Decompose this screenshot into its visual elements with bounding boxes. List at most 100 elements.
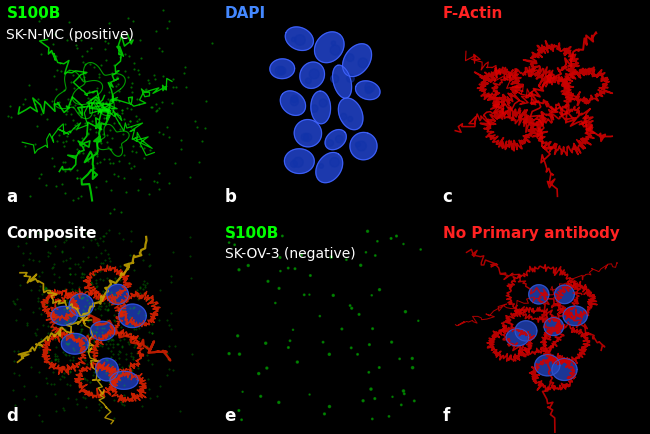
Point bbox=[79, 143, 89, 150]
Point bbox=[70, 261, 80, 268]
Point bbox=[45, 310, 55, 317]
Point bbox=[73, 108, 83, 115]
Point bbox=[391, 233, 402, 240]
Point bbox=[68, 104, 78, 111]
Point bbox=[31, 122, 42, 129]
Point bbox=[48, 319, 58, 326]
Point bbox=[147, 321, 157, 328]
Point bbox=[315, 312, 325, 319]
Point bbox=[102, 317, 112, 324]
Point bbox=[120, 401, 130, 408]
Polygon shape bbox=[316, 152, 343, 183]
Point bbox=[77, 76, 87, 83]
Point bbox=[101, 340, 111, 347]
Point bbox=[171, 84, 181, 91]
Point bbox=[318, 339, 328, 345]
Polygon shape bbox=[61, 333, 88, 354]
Point bbox=[139, 289, 150, 296]
Point bbox=[42, 290, 53, 297]
Point bbox=[408, 364, 418, 371]
Point bbox=[88, 228, 99, 235]
Point bbox=[103, 345, 113, 352]
Point bbox=[93, 304, 103, 311]
Point bbox=[34, 174, 44, 181]
Point bbox=[50, 352, 60, 359]
Point bbox=[77, 271, 88, 278]
Point bbox=[374, 364, 384, 371]
Point bbox=[78, 243, 88, 250]
Point bbox=[283, 265, 293, 272]
Point bbox=[96, 250, 107, 256]
Point bbox=[8, 297, 19, 304]
Point bbox=[118, 335, 129, 342]
Point bbox=[387, 393, 398, 400]
Point bbox=[45, 250, 55, 256]
Point bbox=[112, 81, 123, 88]
Point bbox=[142, 296, 153, 302]
Point bbox=[143, 357, 153, 364]
Point bbox=[151, 108, 162, 115]
Point bbox=[117, 287, 127, 294]
Point bbox=[8, 387, 19, 394]
Point bbox=[86, 357, 96, 364]
Point bbox=[106, 280, 116, 287]
Point bbox=[62, 36, 72, 43]
Point bbox=[36, 51, 47, 58]
Point bbox=[94, 406, 104, 413]
Point bbox=[82, 376, 92, 383]
Point bbox=[104, 374, 114, 381]
Point bbox=[58, 258, 68, 265]
Point bbox=[85, 125, 96, 132]
Point bbox=[75, 37, 86, 44]
Point bbox=[138, 281, 148, 288]
Point bbox=[94, 235, 105, 242]
Point bbox=[328, 292, 339, 299]
Point bbox=[94, 74, 105, 81]
Point bbox=[75, 329, 86, 336]
Point bbox=[43, 297, 53, 304]
Point bbox=[233, 332, 243, 339]
Point bbox=[33, 298, 44, 305]
Point bbox=[109, 274, 120, 281]
Point bbox=[114, 230, 125, 237]
Point bbox=[126, 349, 136, 356]
Point bbox=[18, 250, 28, 257]
Point bbox=[170, 342, 181, 349]
Point bbox=[73, 382, 84, 389]
Point bbox=[73, 260, 83, 267]
Point bbox=[86, 280, 97, 287]
Point bbox=[103, 254, 114, 261]
Point bbox=[95, 275, 105, 282]
Text: SK-OV-3 (negative): SK-OV-3 (negative) bbox=[224, 247, 355, 261]
Point bbox=[92, 322, 103, 329]
Point bbox=[114, 98, 124, 105]
Point bbox=[58, 158, 68, 165]
Point bbox=[154, 185, 164, 192]
Point bbox=[75, 384, 86, 391]
Point bbox=[126, 105, 136, 112]
Point bbox=[114, 87, 125, 94]
Point bbox=[53, 301, 63, 308]
Point bbox=[234, 351, 244, 358]
Point bbox=[68, 357, 78, 364]
Point bbox=[124, 362, 135, 369]
Point bbox=[107, 105, 117, 112]
Point bbox=[72, 175, 82, 182]
Polygon shape bbox=[69, 294, 94, 316]
Point bbox=[105, 127, 116, 134]
Point bbox=[68, 72, 79, 79]
Point bbox=[57, 337, 67, 344]
Polygon shape bbox=[332, 41, 335, 45]
Point bbox=[354, 311, 364, 318]
Point bbox=[29, 276, 39, 283]
Point bbox=[126, 124, 136, 131]
Point bbox=[114, 365, 124, 372]
Point bbox=[398, 240, 409, 247]
Point bbox=[45, 49, 55, 56]
Point bbox=[75, 376, 86, 383]
Point bbox=[126, 84, 136, 91]
Point bbox=[88, 351, 99, 358]
Point bbox=[88, 392, 98, 399]
Point bbox=[89, 88, 99, 95]
Point bbox=[34, 258, 45, 265]
